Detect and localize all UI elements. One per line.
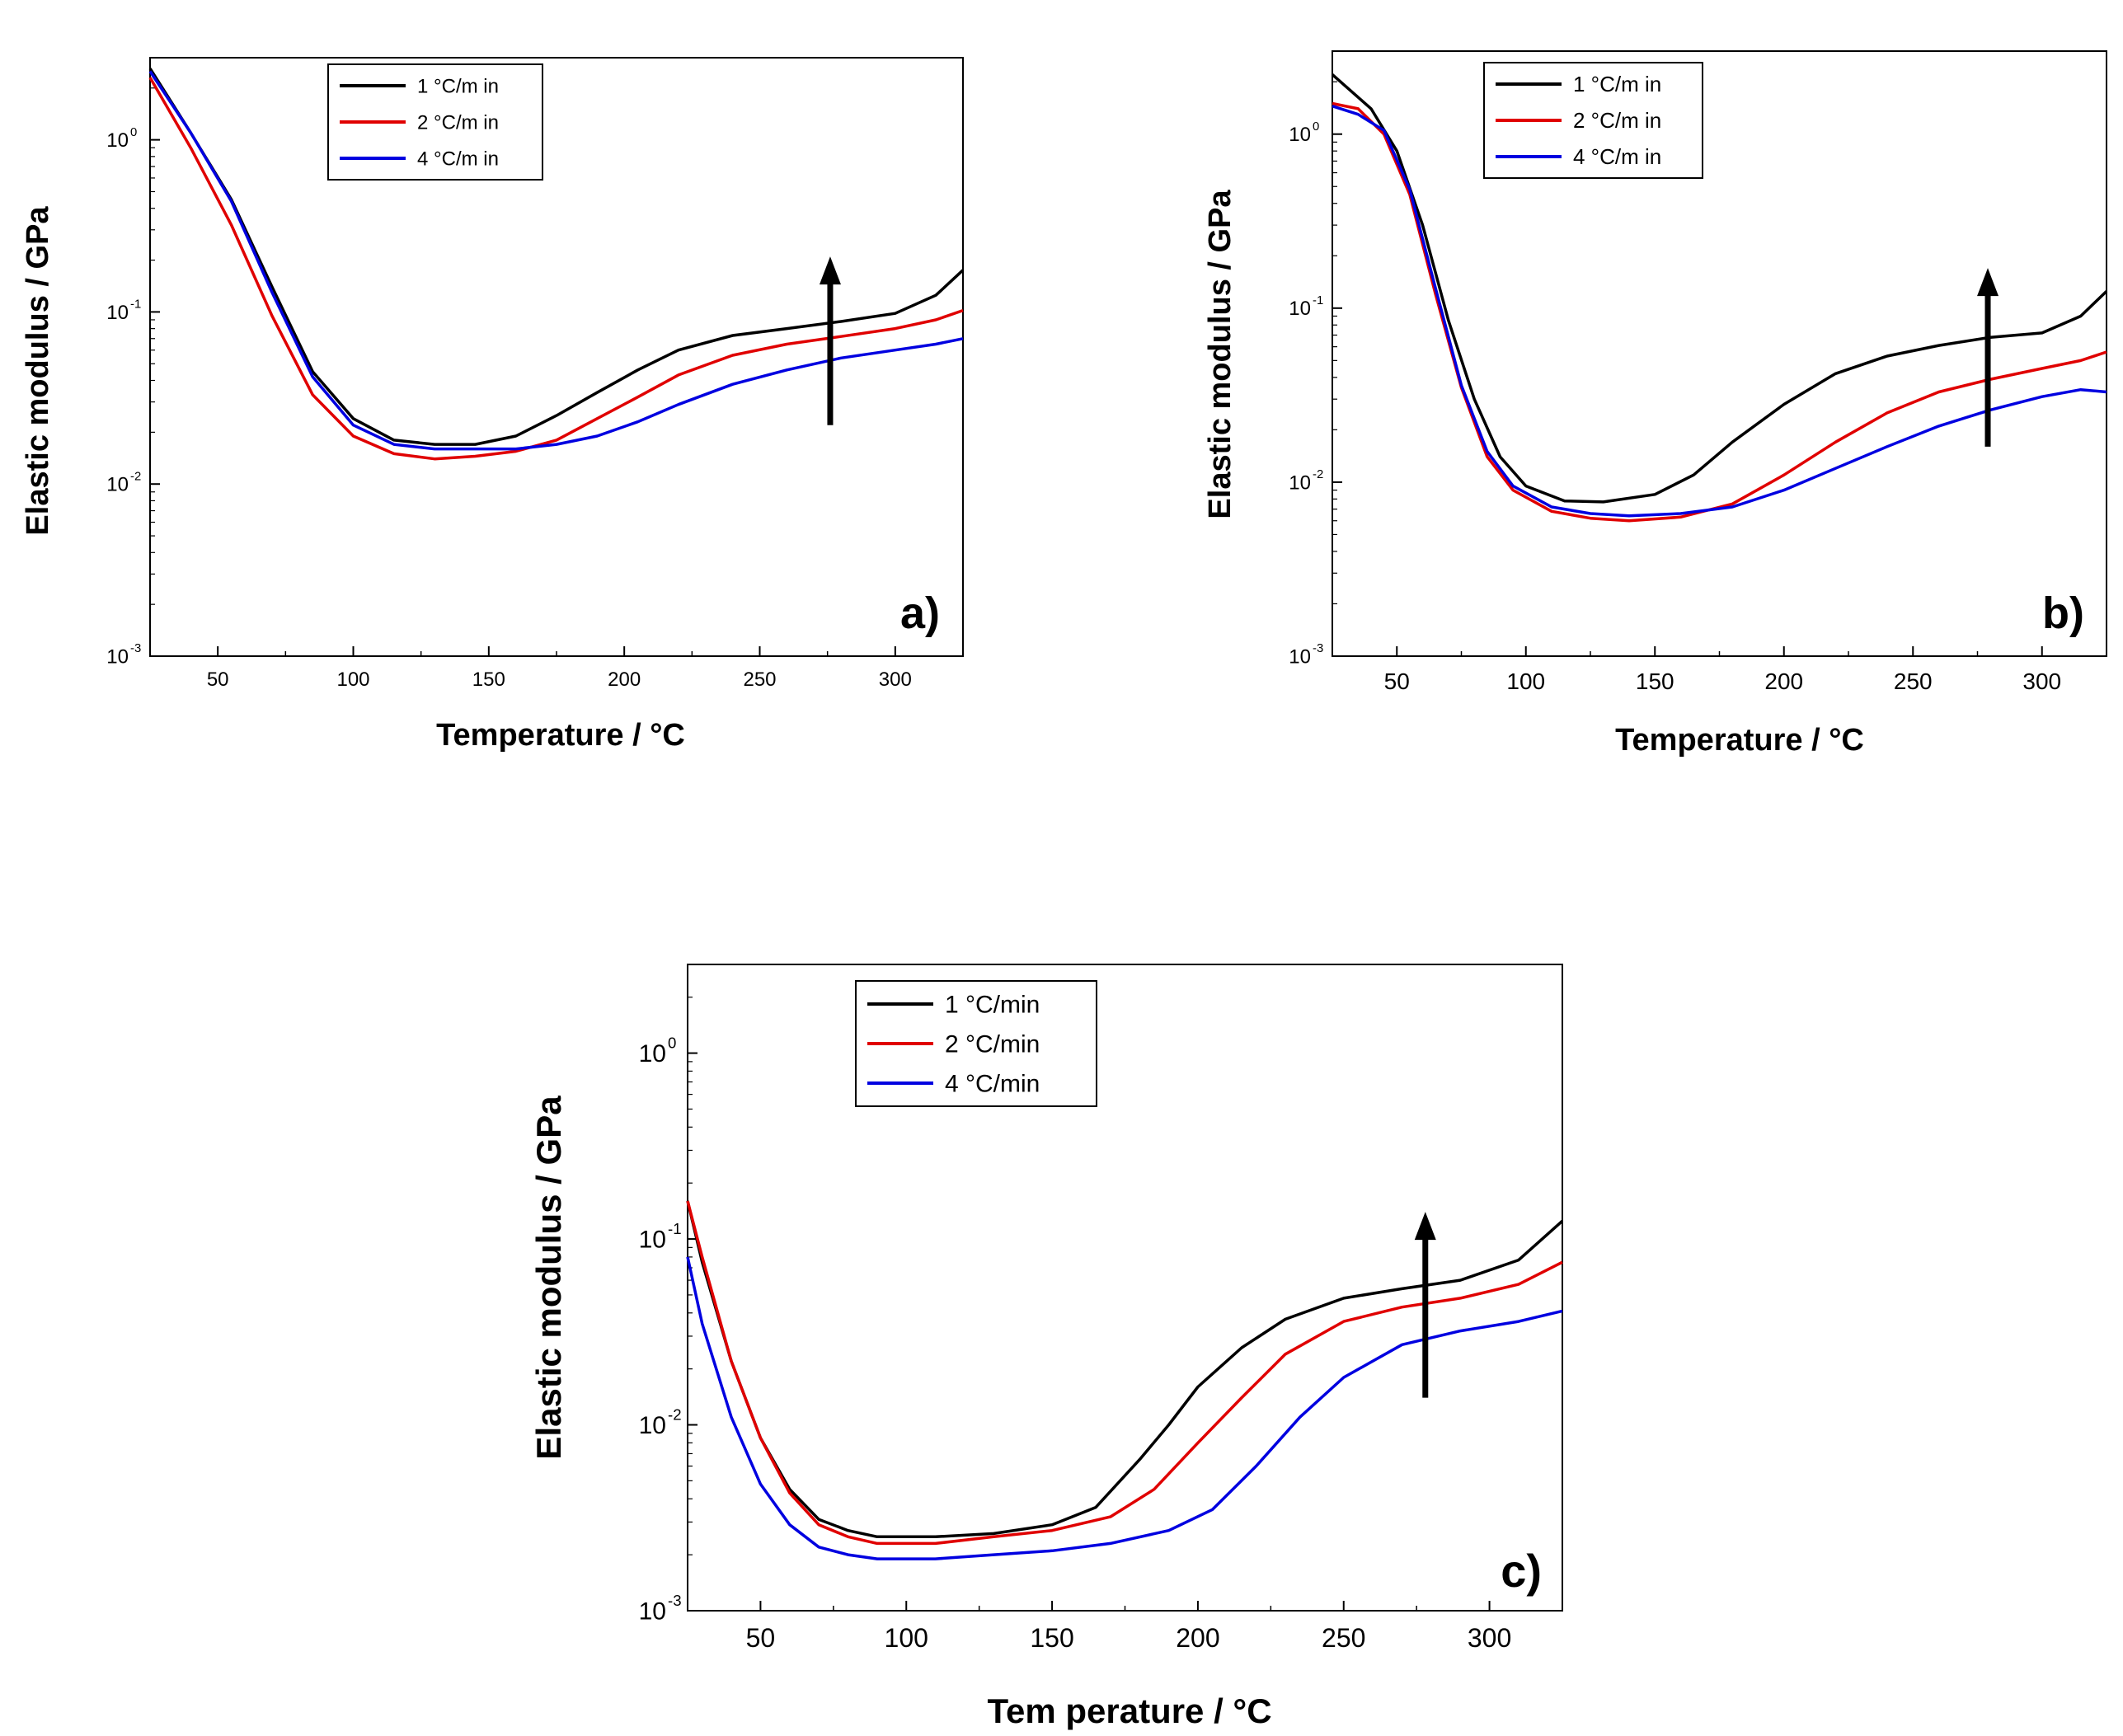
panel-c-x-tick-label: 100 bbox=[885, 1623, 928, 1653]
panel-a-x-tick-label: 250 bbox=[743, 669, 776, 691]
panel-b-legend-label: 1 °C/m in bbox=[1573, 72, 1661, 96]
panel-b-y-tick-label: 10 bbox=[1289, 645, 1311, 668]
panel-c-ylabel: Elastic modulus / GPa bbox=[529, 1096, 568, 1460]
panel-c-x-tick-label: 50 bbox=[746, 1623, 776, 1653]
panel-c-legend-label: 2 °C/min bbox=[945, 1031, 1040, 1058]
panel-b-ylabel: Elastic modulus / GPa bbox=[1203, 190, 1238, 519]
panel-a-x-tick-label: 300 bbox=[879, 669, 912, 691]
panel-a-x-tick-label: 50 bbox=[207, 669, 229, 691]
panel-c-legend-label: 4 °C/min bbox=[945, 1071, 1040, 1098]
panel-a-label: a) bbox=[900, 589, 940, 638]
panel-a-y-tick-exponent: -2 bbox=[130, 470, 141, 483]
panel-c-x-tick-label: 200 bbox=[1176, 1623, 1219, 1653]
panel-b-y-tick-label: 10 bbox=[1289, 124, 1311, 146]
panel-c-xlabel: Tem perature / °C bbox=[987, 1691, 1271, 1730]
panel-b-y-tick-label: 10 bbox=[1289, 298, 1311, 320]
panel-a-x-tick-label: 100 bbox=[336, 669, 369, 691]
panel-b-x-tick-label: 250 bbox=[1894, 669, 1933, 694]
panel-a-y-tick-label: 10 bbox=[106, 302, 129, 324]
panel-b-series-1-line bbox=[1331, 73, 2108, 504]
panel-c-x-tick-label: 150 bbox=[1030, 1623, 1073, 1653]
panel-a-x-tick-label: 200 bbox=[608, 669, 641, 691]
panel-c-x-tick-label: 250 bbox=[1322, 1623, 1365, 1653]
panel-a-legend-label: 4 °C/m in bbox=[417, 148, 499, 170]
panel-b-y-tick-exponent: -2 bbox=[1313, 468, 1323, 481]
panel-c-series-2-line bbox=[686, 1200, 1563, 1546]
panel-a: Elastic modulus / GPa 50 100 150 200 250 3001… bbox=[21, 57, 965, 753]
panel-c-y-tick-label: 10 bbox=[639, 1412, 666, 1439]
panel-a-y-tick-exponent: 0 bbox=[130, 126, 137, 139]
panel-c-y-tick-exponent: 0 bbox=[668, 1035, 676, 1052]
panel-a-y-tick-exponent: -1 bbox=[130, 298, 141, 312]
panel-c-x-tick-label: 300 bbox=[1468, 1623, 1511, 1653]
panel-c-legend-label: 1 °C/min bbox=[945, 992, 1040, 1019]
panel-c-y-tick-exponent: -2 bbox=[668, 1406, 682, 1424]
panel-b-x-tick-label: 200 bbox=[1764, 669, 1803, 694]
panel-c-trend-arrow-head bbox=[1414, 1212, 1436, 1241]
panel-b-y-tick-exponent: -3 bbox=[1313, 642, 1323, 655]
panel-b-x-tick-label: 150 bbox=[1636, 669, 1674, 694]
panel-a-legend-label: 1 °C/m in bbox=[417, 75, 499, 97]
panel-a-x-tick-label: 150 bbox=[472, 669, 505, 691]
panel-b-trend-arrow-head bbox=[1977, 268, 1999, 297]
panel-a-trend-arrow-head bbox=[819, 256, 841, 285]
panel-c-y-tick-label: 10 bbox=[639, 1227, 666, 1254]
panel-b-legend-label: 2 °C/m in bbox=[1573, 108, 1661, 133]
panel-b-y-tick-exponent: -1 bbox=[1313, 294, 1323, 307]
panel-c-label: c) bbox=[1501, 1545, 1542, 1597]
panel-a-legend-label: 2 °C/m in bbox=[417, 111, 499, 134]
panel-c-y-tick-exponent: -1 bbox=[668, 1220, 682, 1237]
panel-a-y-tick-label: 10 bbox=[106, 474, 129, 496]
panel-b: Elastic modulus / GPa 50 100 150 200 250 3001… bbox=[1203, 50, 2108, 758]
panel-b-y-tick-exponent: 0 bbox=[1313, 120, 1319, 134]
panel-b-x-tick-label: 100 bbox=[1506, 669, 1545, 694]
panel-a-ylabel: Elastic modulus / GPa bbox=[21, 206, 55, 536]
panel-c-y-tick-exponent: -3 bbox=[668, 1592, 682, 1609]
panel-b-x-tick-label: 300 bbox=[2022, 669, 2061, 694]
panel-c-y-tick-label: 10 bbox=[639, 1598, 666, 1626]
panel-a-y-tick-exponent: -3 bbox=[130, 642, 141, 655]
panel-a-y-tick-label: 10 bbox=[106, 129, 129, 152]
panel-c-series-3-line bbox=[686, 1256, 1563, 1560]
panel-b-label: b) bbox=[2042, 589, 2084, 638]
panel-c: Elastic modulus / GPa 50 100 150 200 250 3001… bbox=[529, 964, 1564, 1730]
panel-b-y-tick-label: 10 bbox=[1289, 472, 1311, 494]
panel-b-legend-label: 4 °C/m in bbox=[1573, 144, 1661, 169]
panel-c-y-tick-label: 10 bbox=[639, 1040, 666, 1067]
panel-a-y-tick-label: 10 bbox=[106, 645, 129, 668]
panel-a-xlabel: Temperature / °C bbox=[436, 718, 685, 753]
panel-b-xlabel: Temperature / °C bbox=[1615, 723, 1864, 758]
panel-b-x-tick-label: 50 bbox=[1384, 669, 1410, 694]
panel-b-series-3-line bbox=[1332, 105, 2107, 518]
